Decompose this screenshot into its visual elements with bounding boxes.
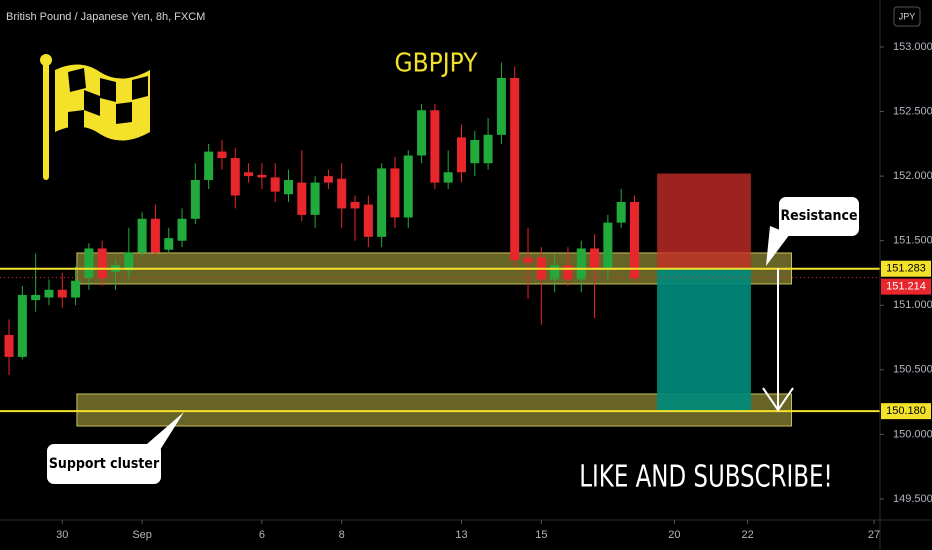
resistance-callout [779,197,859,236]
flag-icon [40,54,150,180]
candle-body [44,289,54,298]
support-label: Support cluster [49,456,160,472]
candle-body [297,182,307,215]
candle-body [177,218,187,241]
levels [0,267,880,413]
candle-body [430,110,440,183]
stop-zone [657,173,751,269]
chart-title: British Pound / Japanese Yen, 8h, FXCM [6,11,205,23]
callout-pointer [140,412,184,450]
candle-body [124,252,134,271]
currency: JPY [899,11,916,21]
last-price-label: 151.214 [886,281,926,293]
y-tick-label: 150.000 [893,428,932,440]
support-callout [47,444,161,484]
y-tick-label: 149.500 [893,493,932,505]
candle-body [17,294,27,357]
candle-body [97,248,107,279]
level-price-label: 151.283 [886,263,926,275]
candle-body [4,334,14,357]
candle-body [310,182,320,215]
target-zone [657,268,751,412]
position-tool [657,173,751,412]
callout-pointer [766,226,790,266]
cta-text: LIKE AND SUBSCRIBE! [579,459,832,495]
y-tick-label: 150.500 [893,364,932,376]
symbol-label: GBPJPY [395,49,479,79]
y-tick-label: 153.000 [893,41,932,53]
candle-body [510,77,520,261]
level-price-box [881,260,931,277]
candle-body [403,155,413,218]
currency-box [893,6,921,27]
x-tick-label: Sep [132,529,152,541]
candle-body [616,201,626,223]
candle-body [629,201,639,279]
candle-body [84,248,94,279]
last-price-box [881,278,931,295]
candle-body [563,265,573,280]
level-price-box [881,403,931,420]
candle-body [523,257,533,263]
arrow-head [762,387,794,412]
x-tick-label: 22 [741,529,753,541]
candle-body [363,204,373,237]
candle-body [350,201,360,209]
candle-body [137,218,147,253]
candle-body [57,289,67,298]
candle-body [390,168,400,218]
candle-body [337,178,347,209]
candle-body [164,238,174,250]
candle-body [377,168,387,237]
candle-body [244,172,254,177]
candle-body [204,151,214,181]
candle-body [230,158,240,196]
axes: 149.500 150.000 150.500 151.000 151.500 152.0… [56,41,932,541]
x-tick-label: 20 [668,529,680,541]
level-price-label: 150.180 [886,405,926,417]
candle-body [456,137,466,173]
candle-body [31,294,41,301]
x-tick-label: 6 [259,529,265,541]
y-tick-label: 152.500 [893,105,932,117]
candle-body [257,174,267,178]
y-tick-label: 152.000 [893,170,932,182]
candle-body [576,248,586,280]
candle-body [470,139,480,164]
y-tick-label: 151.500 [893,235,932,247]
candle-body [603,222,613,268]
candle-body [550,265,560,280]
candle-body [496,77,506,135]
candle-body [417,110,427,156]
candle-body [71,280,81,298]
x-tick-label: 30 [56,529,68,541]
candles [4,62,639,375]
candle-body [323,176,333,183]
candle-body [217,151,227,159]
candle-body [283,180,293,195]
x-tick-label: 8 [339,529,345,541]
candle-body [270,177,280,192]
candle-body [443,172,453,183]
candle-body [590,248,600,268]
candle-body [150,218,160,253]
x-tick-label: 15 [535,529,547,541]
resistance-label: Resistance [780,208,857,224]
candle-body [190,180,200,219]
x-tick-label: 27 [868,529,880,541]
y-tick-label: 151.000 [893,299,932,311]
candle-body [483,134,493,164]
x-tick-label: 13 [455,529,467,541]
